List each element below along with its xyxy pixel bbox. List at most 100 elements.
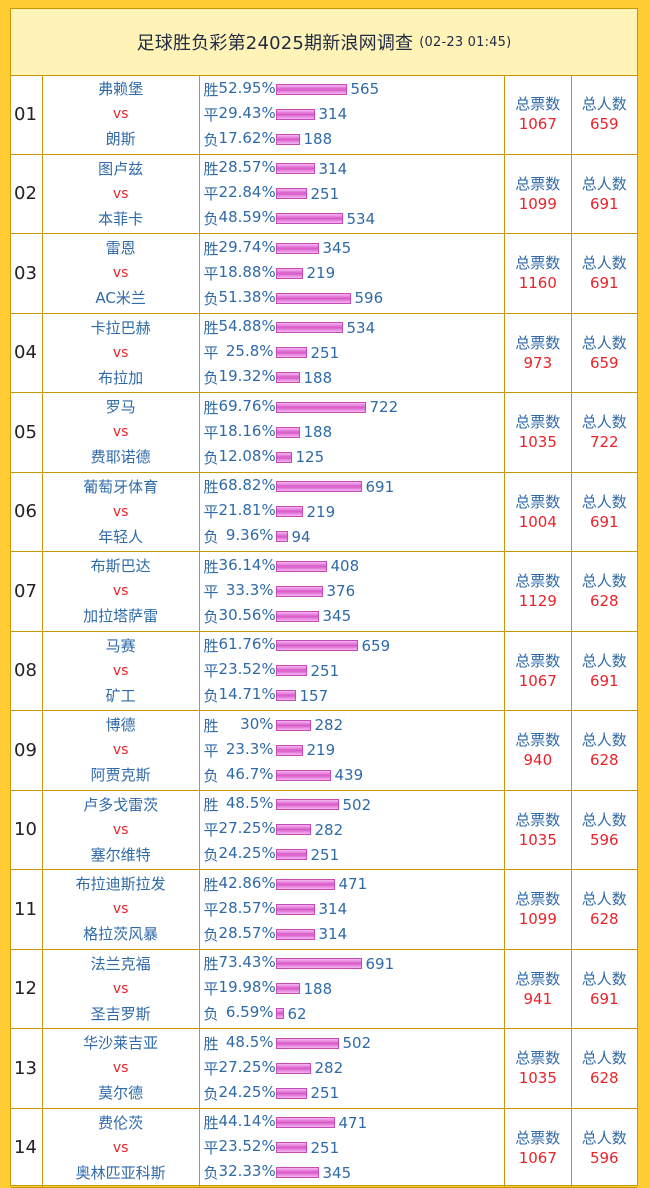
draw-percent: 28.57% <box>219 899 278 920</box>
draw-bar <box>276 904 315 915</box>
lose-bar <box>276 452 292 463</box>
draw-bar <box>276 586 323 597</box>
total-votes-value: 1035 <box>519 830 557 850</box>
total-votes-value: 1004 <box>519 512 557 532</box>
draw-label: 平 <box>204 819 219 840</box>
home-team[interactable]: 华沙莱吉亚 <box>83 1031 158 1055</box>
lose-count: 188 <box>304 130 333 148</box>
win-count: 314 <box>319 160 348 178</box>
away-team[interactable]: 塞尔维特 <box>91 843 151 867</box>
win-percent: 29.74% <box>219 238 278 259</box>
total-votes-label: 总票数 <box>515 94 560 114</box>
home-team[interactable]: 博德 <box>106 713 136 737</box>
lose-bar <box>276 531 288 542</box>
draw-percent: 21.81% <box>219 501 278 522</box>
match-number: 12 <box>11 950 43 1029</box>
lose-bar <box>276 770 331 781</box>
away-team[interactable]: 朗斯 <box>106 127 136 151</box>
win-bar <box>276 163 315 174</box>
draw-label: 平 <box>204 263 219 284</box>
win-count: 691 <box>366 955 395 973</box>
lose-label: 负 <box>204 685 219 706</box>
draw-label: 平 <box>204 342 220 363</box>
away-team[interactable]: 格拉茨风暴 <box>83 922 158 946</box>
lose-label: 负 <box>204 1083 219 1104</box>
lose-percent: 24.25% <box>219 844 278 865</box>
home-team[interactable]: 布斯巴达 <box>91 554 151 578</box>
away-team[interactable]: 布拉加 <box>98 366 143 390</box>
total-votes-value: 1160 <box>519 273 557 293</box>
vs-label: vs <box>113 420 129 444</box>
away-team[interactable]: 奥林匹亚科斯 <box>76 1161 166 1185</box>
away-team[interactable]: 加拉塔萨雷 <box>83 604 158 628</box>
win-count: 408 <box>331 557 360 575</box>
away-team[interactable]: 年轻人 <box>98 525 143 549</box>
lose-count: 62 <box>288 1005 307 1023</box>
home-team[interactable]: 卢多戈雷茨 <box>83 793 158 817</box>
home-team[interactable]: 费伦茨 <box>98 1111 143 1135</box>
match-number: 08 <box>11 632 43 711</box>
away-team[interactable]: 矿工 <box>106 684 136 708</box>
total-people-label: 总人数 <box>582 1048 627 1068</box>
lose-percent: 14.71% <box>219 685 278 706</box>
win-bar <box>276 84 347 95</box>
away-team[interactable]: AC米兰 <box>95 286 145 310</box>
home-team[interactable]: 雷恩 <box>106 236 136 260</box>
away-team[interactable]: 本菲卡 <box>98 207 143 231</box>
total-votes-value: 1035 <box>519 432 557 452</box>
draw-label: 平 <box>204 1137 219 1158</box>
away-team[interactable]: 圣吉罗斯 <box>91 1002 151 1026</box>
home-team[interactable]: 葡萄牙体育 <box>83 475 158 499</box>
home-team[interactable]: 弗赖堡 <box>98 77 143 101</box>
win-label: 胜 <box>204 1033 220 1054</box>
win-count: 659 <box>362 637 391 655</box>
win-count: 722 <box>370 398 399 416</box>
home-team[interactable]: 马赛 <box>106 634 136 658</box>
home-team[interactable]: 罗马 <box>106 395 136 419</box>
home-team[interactable]: 卡拉巴赫 <box>91 316 151 340</box>
win-bar <box>276 1038 339 1049</box>
match-number: 04 <box>11 314 43 393</box>
win-label: 胜 <box>204 79 219 100</box>
lose-count: 251 <box>311 1084 340 1102</box>
away-team[interactable]: 费耶诺德 <box>91 445 151 469</box>
home-team[interactable]: 图卢兹 <box>98 157 143 181</box>
match-number: 02 <box>11 155 43 234</box>
away-team[interactable]: 阿贾克斯 <box>91 763 151 787</box>
home-team[interactable]: 布拉迪斯拉发 <box>76 872 166 896</box>
total-votes-label: 总票数 <box>515 333 560 353</box>
away-team[interactable]: 莫尔德 <box>98 1081 143 1105</box>
draw-percent: 18.88% <box>219 263 278 284</box>
win-label: 胜 <box>204 317 219 338</box>
home-team[interactable]: 法兰克福 <box>91 952 151 976</box>
